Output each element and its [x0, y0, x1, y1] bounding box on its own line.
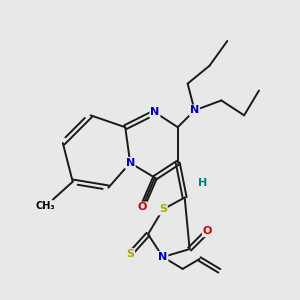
Text: CH₃: CH₃ [35, 202, 55, 212]
Text: N: N [190, 105, 199, 116]
Text: N: N [126, 158, 135, 168]
Text: S: S [159, 204, 167, 214]
Text: H: H [198, 178, 207, 188]
Text: N: N [150, 107, 160, 117]
Text: S: S [126, 249, 134, 259]
Text: O: O [137, 202, 147, 212]
Text: O: O [203, 226, 212, 236]
Text: N: N [158, 252, 167, 262]
